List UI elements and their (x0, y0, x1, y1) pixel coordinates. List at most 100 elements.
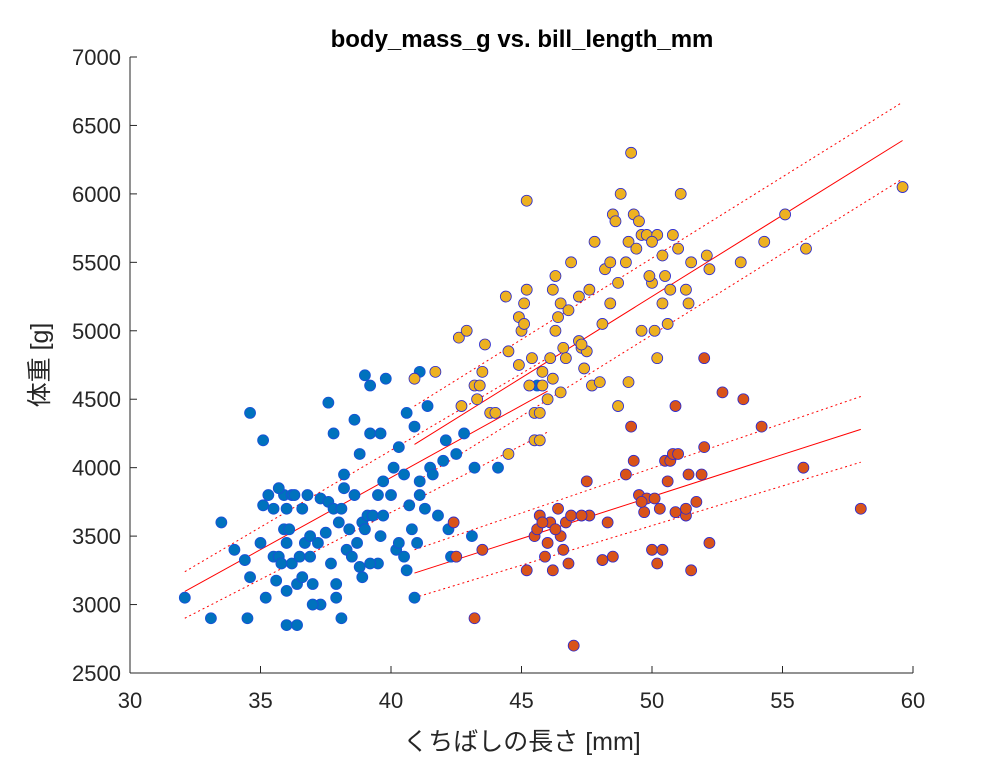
data-point (536, 516, 549, 529)
data-point (664, 283, 677, 296)
data-point (518, 318, 531, 330)
x-tick-label: 30 (118, 688, 142, 713)
data-point (272, 482, 285, 495)
y-tick-label: 5000 (72, 319, 121, 344)
data-point (690, 495, 703, 508)
data-point (685, 256, 698, 269)
data-points (178, 146, 909, 652)
data-point (458, 427, 470, 440)
data-point (408, 372, 421, 385)
data-point (659, 270, 671, 282)
data-point (685, 564, 698, 577)
data-point (421, 400, 434, 412)
data-point (322, 396, 335, 409)
data-point (546, 283, 559, 296)
data-point (546, 564, 559, 577)
data-point (651, 352, 664, 365)
data-point (262, 489, 275, 501)
data-point (447, 516, 460, 529)
data-point (325, 557, 337, 570)
data-point (703, 537, 716, 549)
data-point (267, 502, 280, 515)
x-axis-title: くちばしの長さ [mm] (403, 728, 641, 756)
data-point (259, 591, 272, 604)
data-point (695, 468, 708, 481)
data-point (559, 352, 572, 365)
data-point (379, 372, 392, 385)
data-point (565, 509, 577, 522)
data-point (557, 341, 570, 354)
data-point (648, 324, 661, 337)
x-tick-label: 55 (770, 688, 794, 713)
data-point (575, 509, 588, 522)
data-point (432, 509, 444, 522)
data-point (364, 427, 377, 440)
data-point (403, 499, 416, 512)
data-point (280, 619, 293, 631)
data-point (669, 506, 682, 519)
data-point (215, 516, 228, 529)
data-point (372, 489, 384, 501)
data-point (578, 362, 591, 375)
data-point (408, 420, 421, 433)
data-point (672, 448, 684, 460)
data-point (450, 550, 463, 563)
data-point (593, 376, 606, 389)
data-point (429, 365, 442, 378)
data-point (348, 489, 361, 501)
data-point (541, 537, 554, 549)
data-point (205, 612, 217, 625)
data-point (288, 489, 301, 501)
data-point (533, 407, 546, 419)
confidence-bound-line (414, 461, 861, 599)
data-point (468, 612, 481, 625)
data-point (476, 543, 489, 556)
data-point (565, 256, 577, 269)
y-tick-label: 3500 (72, 524, 121, 549)
data-point (296, 571, 309, 584)
data-point (228, 543, 241, 556)
data-point (703, 263, 716, 276)
data-point (758, 235, 771, 248)
data-point (400, 407, 413, 419)
data-point (562, 304, 575, 317)
data-point (646, 543, 658, 556)
y-tick-label: 6000 (72, 182, 121, 207)
y-tick-label: 6500 (72, 113, 121, 138)
x-tick-label: 50 (640, 688, 664, 713)
data-point (573, 290, 585, 303)
data-point (682, 297, 695, 310)
data-point (896, 181, 909, 193)
data-point (601, 516, 614, 529)
data-point (377, 475, 390, 488)
data-point (612, 400, 624, 412)
data-point (539, 550, 551, 563)
data-point (779, 208, 792, 221)
data-point (648, 492, 661, 505)
data-point (366, 509, 379, 522)
data-point (552, 311, 564, 323)
data-point (700, 249, 713, 262)
data-point (413, 475, 426, 488)
data-point (327, 427, 340, 440)
data-point (293, 550, 306, 563)
data-point (716, 386, 729, 399)
data-point (358, 523, 371, 536)
y-tick-label: 3000 (72, 593, 121, 618)
y-tick-label: 4000 (72, 456, 121, 481)
data-point (343, 523, 356, 536)
data-point (335, 612, 348, 625)
data-point (473, 379, 486, 392)
data-point (468, 461, 481, 474)
x-tick-label: 40 (379, 688, 403, 713)
data-point (526, 352, 538, 365)
data-point (614, 187, 627, 200)
chart-title: body_mass_g vs. bill_length_mm (331, 26, 714, 53)
data-point (338, 468, 350, 481)
data-point (405, 523, 418, 536)
data-point (627, 454, 640, 467)
data-point (345, 550, 358, 563)
data-point (332, 516, 345, 529)
data-point (348, 413, 361, 426)
data-point (797, 461, 810, 474)
